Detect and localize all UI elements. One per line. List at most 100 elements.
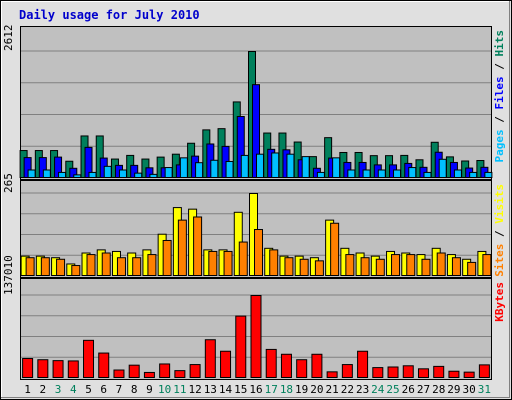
bar-kbytes-day-5 bbox=[83, 339, 95, 378]
panel-border-visits-sites bbox=[20, 180, 492, 278]
bar-pages-day-1 bbox=[27, 169, 36, 179]
bar-sites-day-12 bbox=[193, 216, 203, 277]
bar-sites-day-26 bbox=[406, 254, 416, 276]
legend-item-visits-sites: / bbox=[493, 224, 506, 244]
bar-sites-day-29 bbox=[451, 257, 461, 277]
bar-pages-day-21 bbox=[332, 157, 341, 178]
x-tick-label: 20 bbox=[310, 383, 323, 396]
x-tick-label: 31 bbox=[478, 383, 491, 396]
legend-item-hits-files-pages: Pages bbox=[493, 129, 506, 162]
bar-kbytes-day-10 bbox=[159, 363, 171, 378]
x-tick-label: 30 bbox=[463, 383, 476, 396]
legend-item-hits-files-pages: Files bbox=[493, 76, 506, 109]
bar-sites-day-21 bbox=[330, 222, 340, 276]
bar-pages-day-22 bbox=[347, 169, 356, 179]
x-tick-label: 8 bbox=[131, 383, 138, 396]
bar-kbytes-day-3 bbox=[52, 360, 64, 378]
chart-title: Daily usage for July 2010 bbox=[19, 8, 200, 22]
bar-kbytes-day-12 bbox=[189, 364, 201, 379]
bar-pages-day-29 bbox=[453, 169, 462, 179]
bar-pages-day-23 bbox=[362, 169, 371, 179]
x-tick-label: 3 bbox=[55, 383, 62, 396]
bar-pages-day-9 bbox=[149, 173, 158, 179]
bar-sites-day-30 bbox=[467, 261, 477, 277]
bar-kbytes-day-11 bbox=[174, 370, 186, 379]
bar-sites-day-24 bbox=[375, 258, 385, 277]
bar-pages-day-30 bbox=[469, 171, 478, 179]
bar-sites-day-6 bbox=[101, 252, 111, 276]
bar-sites-day-5 bbox=[86, 254, 96, 276]
bar-pages-day-26 bbox=[408, 167, 417, 178]
x-tick-label: 10 bbox=[158, 383, 171, 396]
bar-pages-day-15 bbox=[240, 154, 249, 178]
legend-item-visits-sites: Visits bbox=[493, 184, 506, 224]
x-tick-label: 12 bbox=[188, 383, 201, 396]
bar-pages-day-12 bbox=[195, 162, 204, 179]
x-tick-label: 1 bbox=[24, 383, 31, 396]
x-tick-label: 28 bbox=[432, 383, 445, 396]
bar-pages-day-11 bbox=[179, 157, 188, 178]
bar-pages-day-31 bbox=[484, 171, 493, 179]
x-tick-label: 19 bbox=[295, 383, 308, 396]
x-tick-label: 18 bbox=[280, 383, 293, 396]
bar-sites-day-20 bbox=[314, 260, 324, 277]
x-tick-label: 4 bbox=[70, 383, 77, 396]
x-tick-label: 5 bbox=[85, 383, 92, 396]
bar-pages-day-3 bbox=[58, 171, 67, 179]
bar-sites-day-19 bbox=[299, 258, 309, 277]
bar-sites-day-3 bbox=[56, 258, 66, 277]
y-max-label-hits-files-pages: 2612 bbox=[2, 25, 15, 52]
x-tick-label: 21 bbox=[326, 383, 339, 396]
x-tick-label: 7 bbox=[116, 383, 123, 396]
bar-sites-day-16 bbox=[254, 229, 263, 277]
bar-sites-day-28 bbox=[436, 252, 446, 276]
bar-sites-day-9 bbox=[147, 254, 157, 276]
bar-kbytes-day-18 bbox=[280, 353, 292, 378]
x-tick-label: 24 bbox=[371, 383, 385, 396]
x-tick-label: 26 bbox=[402, 383, 415, 396]
bar-kbytes-day-6 bbox=[98, 352, 110, 379]
bar-pages-day-4 bbox=[73, 174, 82, 178]
bar-kbytes-day-9 bbox=[143, 371, 155, 378]
x-tick-label: 16 bbox=[249, 383, 262, 396]
bar-pages-day-2 bbox=[42, 169, 51, 179]
bar-sites-day-7 bbox=[116, 257, 126, 277]
bar-kbytes-day-19 bbox=[296, 359, 308, 378]
bar-sites-day-10 bbox=[162, 239, 172, 276]
bar-kbytes-day-27 bbox=[417, 368, 429, 379]
bar-sites-day-2 bbox=[40, 257, 50, 277]
bar-kbytes-day-29 bbox=[448, 370, 460, 379]
bar-pages-day-6 bbox=[103, 165, 112, 178]
bar-kbytes-day-14 bbox=[220, 350, 232, 379]
x-tick-label: 17 bbox=[265, 383, 278, 396]
bar-pages-day-5 bbox=[88, 171, 97, 179]
x-tick-label: 14 bbox=[219, 383, 233, 396]
bar-sites-day-27 bbox=[421, 258, 431, 277]
legend-kbytes: KBytes bbox=[493, 282, 506, 322]
bar-pages-day-17 bbox=[271, 152, 280, 179]
bar-kbytes-day-7 bbox=[113, 369, 125, 378]
bar-sites-day-14 bbox=[223, 250, 233, 276]
bar-kbytes-day-17 bbox=[265, 348, 277, 379]
panel-border-hits-files-pages bbox=[20, 26, 492, 180]
bar-sites-day-31 bbox=[482, 254, 492, 276]
bar-pages-day-13 bbox=[210, 159, 219, 178]
bar-pages-day-27 bbox=[423, 171, 432, 179]
bar-pages-day-7 bbox=[118, 169, 127, 179]
bar-kbytes-day-24 bbox=[372, 367, 384, 378]
bar-kbytes-day-15 bbox=[235, 315, 247, 378]
bar-kbytes-day-30 bbox=[463, 371, 475, 379]
legend-item-kbytes: KBytes bbox=[493, 282, 506, 322]
bar-pages-day-14 bbox=[225, 160, 234, 179]
x-tick-label: 6 bbox=[100, 383, 107, 396]
x-tick-label: 29 bbox=[447, 383, 460, 396]
bar-sites-day-17 bbox=[269, 249, 279, 277]
bar-kbytes-day-23 bbox=[357, 350, 369, 379]
legend-item-hits-files-pages: / bbox=[493, 110, 506, 130]
bar-sites-day-1 bbox=[25, 257, 35, 277]
legend-item-visits-sites: Sites bbox=[493, 244, 506, 277]
bar-sites-day-8 bbox=[132, 257, 142, 277]
x-tick-label: 9 bbox=[146, 383, 153, 396]
bar-sites-day-15 bbox=[238, 241, 248, 276]
legend-hits-files-pages: Pages / Files / Hits bbox=[493, 30, 506, 163]
